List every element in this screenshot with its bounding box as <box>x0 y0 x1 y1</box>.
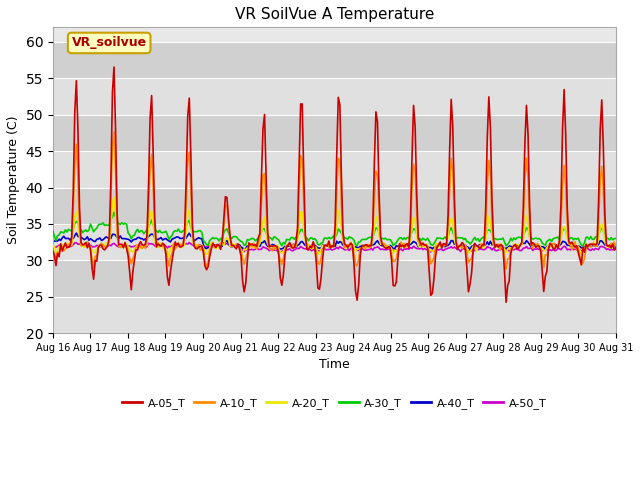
X-axis label: Time: Time <box>319 359 349 372</box>
Text: VR_soilvue: VR_soilvue <box>72 36 147 49</box>
Bar <box>53 224 616 260</box>
Bar <box>53 188 616 224</box>
Bar <box>53 115 616 151</box>
Bar <box>53 78 616 115</box>
Y-axis label: Soil Temperature (C): Soil Temperature (C) <box>7 116 20 244</box>
Bar <box>53 151 616 188</box>
Bar <box>53 260 616 297</box>
Bar <box>53 297 616 333</box>
Title: VR SoilVue A Temperature: VR SoilVue A Temperature <box>235 7 434 22</box>
Legend: A-05_T, A-10_T, A-20_T, A-30_T, A-40_T, A-50_T: A-05_T, A-10_T, A-20_T, A-30_T, A-40_T, … <box>118 394 551 414</box>
Bar <box>53 42 616 78</box>
